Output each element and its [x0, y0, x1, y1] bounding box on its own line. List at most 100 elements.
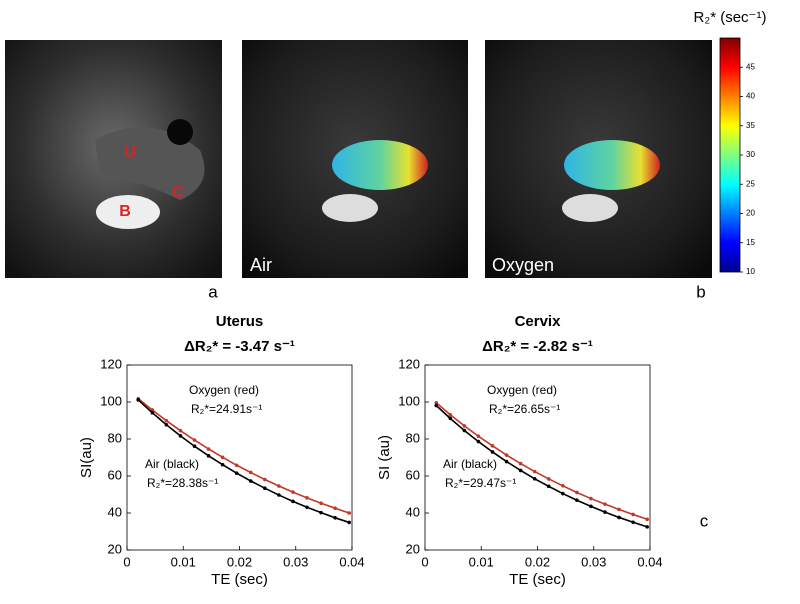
- colorbar: [719, 37, 741, 273]
- colorbar-tick-label: 10: [746, 267, 755, 276]
- data-point: [518, 468, 523, 473]
- data-point: [603, 510, 607, 514]
- data-point: [291, 490, 295, 494]
- series-annotation: R₂*=26.65s⁻¹: [489, 402, 560, 416]
- panel-label: c: [700, 511, 709, 530]
- y-tick-label: 80: [406, 430, 420, 445]
- colorbar-tick-label: 40: [746, 92, 755, 101]
- y-tick-label: 120: [100, 356, 122, 371]
- colorbar-tick-label: 30: [746, 150, 755, 159]
- data-point: [504, 459, 509, 464]
- data-point: [645, 517, 649, 522]
- data-point: [206, 447, 211, 451]
- colorbar-tick-label: 15: [746, 238, 755, 247]
- bladder-shape: [322, 194, 378, 222]
- anatomy-label: C: [172, 184, 184, 201]
- data-point: [333, 506, 337, 510]
- x-tick-label: 0: [421, 554, 428, 569]
- y-tick-label: 20: [108, 541, 122, 556]
- data-point: [575, 490, 579, 495]
- bowel-shape: [167, 119, 193, 145]
- data-point: [220, 462, 225, 467]
- data-point: [532, 469, 537, 474]
- x-tick-label: 0.02: [227, 554, 252, 569]
- data-point: [589, 504, 593, 509]
- data-point: [234, 471, 239, 476]
- y-tick-label: 100: [398, 393, 420, 408]
- series-annotation: R₂*=24.91s⁻¹: [191, 402, 262, 416]
- data-point: [248, 479, 253, 483]
- data-point: [462, 428, 467, 433]
- data-point: [220, 455, 225, 460]
- panel-label: a: [208, 282, 218, 301]
- colorbar-tick-label: 35: [746, 121, 755, 130]
- r2-map-overlay: [332, 140, 428, 190]
- x-tick-label: 0.04: [637, 554, 662, 569]
- x-tick-label: 0.04: [339, 554, 364, 569]
- data-point: [263, 486, 267, 491]
- data-point: [490, 444, 495, 448]
- x-tick-label: 0.01: [171, 554, 196, 569]
- y-tick-label: 40: [108, 504, 122, 519]
- y-tick-label: 120: [398, 356, 420, 371]
- data-point: [476, 439, 481, 444]
- data-point: [561, 491, 565, 496]
- y-axis-label: SI(au): [78, 437, 95, 478]
- data-point: [150, 410, 155, 415]
- colorbar-tick-label: 45: [746, 62, 755, 71]
- data-point: [291, 499, 295, 504]
- series-label: Oxygen (red): [487, 383, 557, 397]
- x-tick-label: 0.02: [525, 554, 550, 569]
- data-point: [589, 496, 593, 501]
- data-point: [164, 418, 169, 423]
- data-point: [136, 398, 141, 402]
- chart-subtitle: ΔR₂* = -2.82 s⁻¹: [482, 338, 593, 355]
- data-point: [462, 424, 467, 428]
- data-point: [448, 416, 453, 421]
- series-line: [137, 399, 350, 524]
- data-point: [319, 510, 323, 515]
- data-point: [617, 507, 621, 512]
- y-axis-label: SI (au): [376, 435, 393, 480]
- chart-subtitle: ΔR₂* = -3.47 s⁻¹: [184, 338, 295, 355]
- chart-title: Cervix: [515, 313, 562, 330]
- data-point: [617, 515, 621, 520]
- series-line: [137, 398, 350, 514]
- data-point: [546, 477, 551, 481]
- y-tick-label: 100: [100, 393, 122, 408]
- data-point: [434, 400, 439, 405]
- image-label: Air: [250, 255, 272, 275]
- data-point: [532, 476, 537, 481]
- x-axis-label: TE (sec): [211, 571, 268, 588]
- data-point: [333, 516, 337, 520]
- uterus-shape: [95, 127, 205, 200]
- data-point: [319, 501, 323, 505]
- series-annotation: R₂*=28.38s⁻¹: [147, 476, 218, 490]
- data-point: [178, 428, 183, 433]
- data-point: [575, 498, 579, 503]
- data-point: [645, 525, 649, 529]
- data-point: [277, 493, 281, 497]
- data-point: [305, 505, 309, 510]
- series-line: [435, 402, 648, 521]
- data-point: [192, 444, 197, 449]
- series-label: Air (black): [443, 457, 497, 471]
- data-point: [206, 454, 211, 458]
- data-point: [164, 422, 169, 427]
- data-point: [277, 484, 281, 488]
- anatomy-label: B: [119, 203, 131, 220]
- image-label: Oxygen: [492, 255, 554, 275]
- panel-label: b: [696, 282, 705, 301]
- x-tick-label: 0.03: [283, 554, 308, 569]
- data-point: [518, 461, 523, 466]
- series-label: Oxygen (red): [189, 383, 259, 397]
- data-point: [347, 520, 351, 525]
- y-tick-label: 60: [108, 467, 122, 482]
- r2-map-overlay: [564, 140, 660, 190]
- series-label: Air (black): [145, 457, 199, 471]
- bladder-shape: [96, 195, 160, 229]
- data-point: [504, 453, 509, 457]
- y-tick-label: 60: [406, 467, 420, 482]
- y-tick-label: 20: [406, 541, 420, 556]
